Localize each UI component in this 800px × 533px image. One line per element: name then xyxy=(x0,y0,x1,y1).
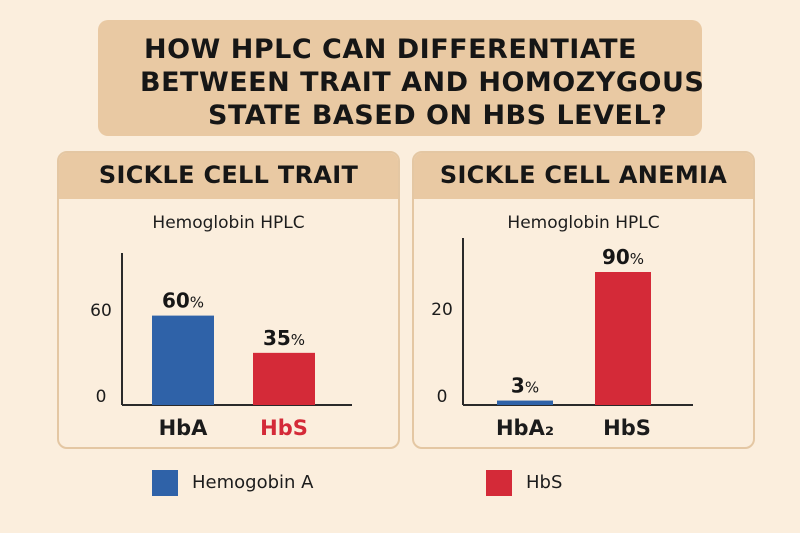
category-label: HbS xyxy=(260,416,308,440)
bar-value-label: 60% xyxy=(162,289,204,313)
title-line-2: BETWEEN TRAIT AND HOMOZYGOUS xyxy=(140,67,705,98)
legend-label-hba: Hemogobin A xyxy=(192,472,314,493)
anemia-panel-header: SICKLE CELL ANEMIA xyxy=(414,153,753,199)
y-tick-label: 0 xyxy=(96,387,107,407)
trait-bar-chart: 60 0 60% HbA 35% HbS xyxy=(90,253,352,440)
legend-swatch-hba xyxy=(152,470,178,496)
bar-value-label: 35% xyxy=(263,326,305,350)
title-line-3: STATE BASED ON HBS LEVEL? xyxy=(208,100,668,131)
legend-label-hbs: HbS xyxy=(526,472,563,493)
bar-hba xyxy=(152,315,214,405)
trait-chart-title: Hemoglobin HPLC xyxy=(152,213,305,233)
bar-value-label: 90% xyxy=(602,245,644,269)
anemia-chart-title: Hemoglobin HPLC xyxy=(507,213,660,233)
bar-value-label: 3% xyxy=(511,374,539,398)
y-tick-label: 20 xyxy=(431,300,453,320)
title-banner: HOW HPLC CAN DIFFERENTIATE BETWEEN TRAIT… xyxy=(98,20,705,136)
legend-item-hbs: HbS xyxy=(486,470,606,496)
title-line-1: HOW HPLC CAN DIFFERENTIATE xyxy=(144,34,637,65)
trait-panel-header: SICKLE CELL TRAIT xyxy=(59,153,398,199)
anemia-panel-title: SICKLE CELL ANEMIA xyxy=(439,161,728,189)
bar-hba₂ xyxy=(497,400,553,405)
y-tick-label: 60 xyxy=(90,301,112,321)
trait-panel-title: SICKLE CELL TRAIT xyxy=(98,161,359,189)
anemia-panel: SICKLE CELL ANEMIA Hemoglobin HPLC 20 0 3%… xyxy=(412,151,755,449)
legend-swatch-hbs xyxy=(486,470,512,496)
category-label: HbA₂ xyxy=(496,416,554,440)
category-label: HbA xyxy=(159,416,209,440)
bar-hbs xyxy=(595,272,651,405)
bar-hbs xyxy=(253,352,315,405)
legend-item-hba: Hemogobin A xyxy=(152,470,372,496)
category-label: HbS xyxy=(603,416,651,440)
trait-panel: SICKLE CELL TRAIT Hemoglobin HPLC 60 0 60%… xyxy=(57,151,400,449)
y-tick-label: 0 xyxy=(437,387,448,407)
anemia-bar-chart: 20 0 3% HbA₂ 90% HbS xyxy=(431,238,693,440)
